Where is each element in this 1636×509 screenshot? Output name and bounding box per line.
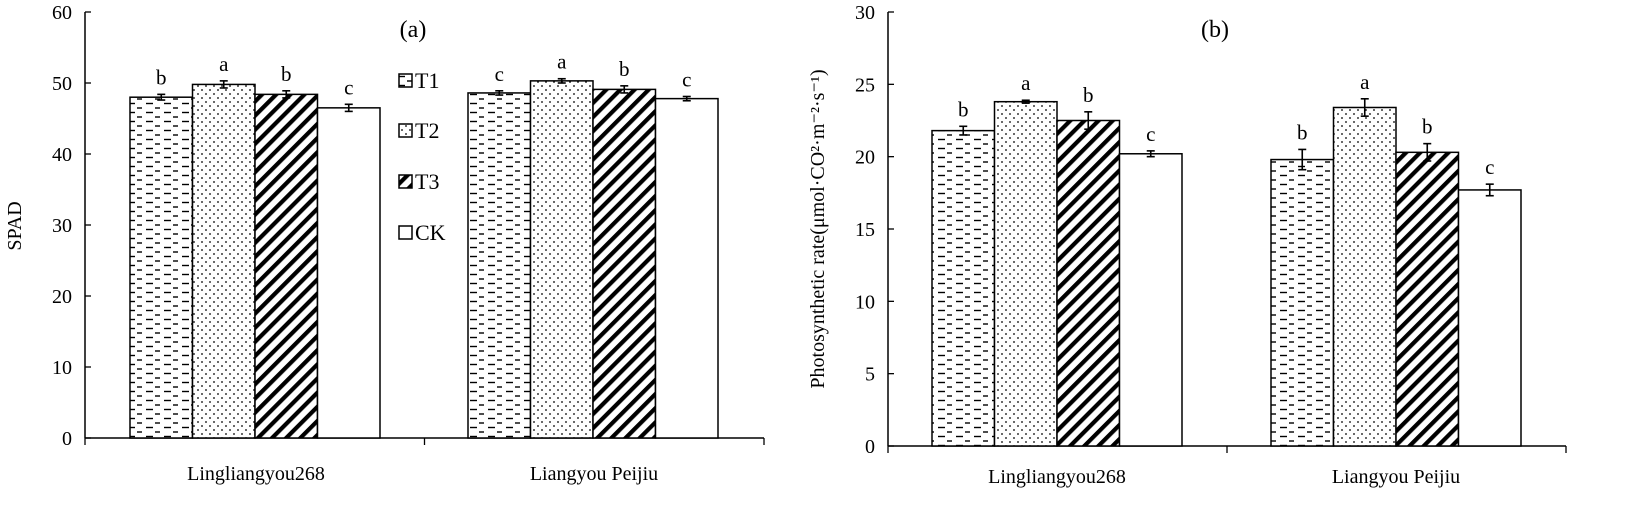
bar-t3	[254, 93, 319, 439]
bar-t1	[467, 92, 532, 439]
legend-swatch-t1	[398, 73, 413, 88]
significance-letter: c	[682, 67, 691, 91]
y-tick-label: 60	[52, 2, 72, 24]
y-tick-label: 20	[855, 147, 875, 169]
bar-t3	[1395, 151, 1460, 447]
bar-t2	[993, 100, 1058, 447]
bar-ck	[1118, 153, 1183, 447]
category-label: Lingliangyou268	[187, 463, 325, 485]
y-axis-title: Photosynthetic rate(μmol·CO²·m⁻²·s⁻¹)	[807, 69, 829, 388]
significance-letter: b	[1422, 115, 1433, 139]
chart-panel-a: (a) SPAD Lingliangyou268 Liangyou Peijiu…	[4, 2, 765, 485]
bar-t1	[1270, 158, 1335, 447]
significance-letter: c	[1146, 122, 1155, 146]
significance-letter: a	[557, 50, 567, 74]
category-label: Liangyou Peijiu	[1332, 466, 1460, 488]
bar-ck	[1457, 189, 1522, 447]
y-tick-label: 10	[52, 357, 72, 379]
bar-t1	[129, 96, 194, 439]
legend-label: T1	[415, 68, 439, 93]
y-tick-label: 30	[52, 215, 72, 237]
y-axis-title: SPAD	[4, 201, 26, 250]
bar-t2	[191, 83, 256, 439]
legend: T1 T2 T3 CK	[398, 68, 446, 245]
bar-t2	[529, 80, 594, 439]
significance-letter: c	[1485, 155, 1494, 179]
bar-t3	[592, 88, 657, 439]
bar-t2	[1332, 106, 1397, 447]
category-label: Lingliangyou268	[988, 466, 1126, 488]
chart-panel-b: (b) Photosynthetic rate(μmol·CO²·m⁻²·s⁻¹…	[807, 2, 1567, 488]
legend-item-t2: T2	[398, 118, 439, 143]
bar-t3	[1056, 119, 1121, 447]
legend-label: T3	[415, 169, 439, 194]
y-tick-label: 10	[855, 291, 875, 313]
significance-letter: c	[495, 62, 504, 86]
legend-swatch-t2	[398, 123, 413, 138]
panel-label: (a)	[400, 17, 427, 43]
y-tick-label: 20	[52, 286, 72, 308]
legend-item-t1: T1	[398, 68, 439, 93]
significance-letter: b	[281, 62, 292, 86]
legend-item-t3: T3	[398, 169, 439, 194]
y-tick-label: 5	[865, 364, 875, 386]
significance-letter: a	[219, 52, 229, 76]
category-label: Liangyou Peijiu	[530, 463, 658, 485]
y-tick-label: 25	[855, 74, 875, 96]
significance-letter: b	[958, 97, 969, 121]
significance-letter: b	[1297, 120, 1308, 144]
significance-letter: b	[619, 57, 630, 81]
significance-letter: a	[1360, 70, 1370, 94]
bar-t1	[931, 129, 996, 447]
legend-swatch-t3	[398, 174, 413, 189]
y-tick-label: 30	[855, 2, 875, 24]
y-tick-label: 15	[855, 219, 875, 241]
y-tick-label: 0	[62, 428, 72, 450]
significance-letter: b	[156, 65, 167, 89]
bar-ck	[654, 97, 719, 439]
bar-ck	[316, 107, 381, 439]
panel-label: (b)	[1201, 17, 1229, 43]
legend-item-ck: CK	[398, 220, 446, 245]
significance-letter: c	[344, 75, 353, 99]
legend-swatch-ck	[398, 225, 413, 240]
significance-letter: a	[1021, 71, 1031, 95]
y-tick-label: 40	[52, 144, 72, 166]
legend-label: T2	[415, 118, 439, 143]
y-tick-label: 0	[865, 436, 875, 458]
y-tick-label: 50	[52, 73, 72, 95]
legend-label: CK	[415, 220, 446, 245]
significance-letter: b	[1083, 83, 1094, 107]
